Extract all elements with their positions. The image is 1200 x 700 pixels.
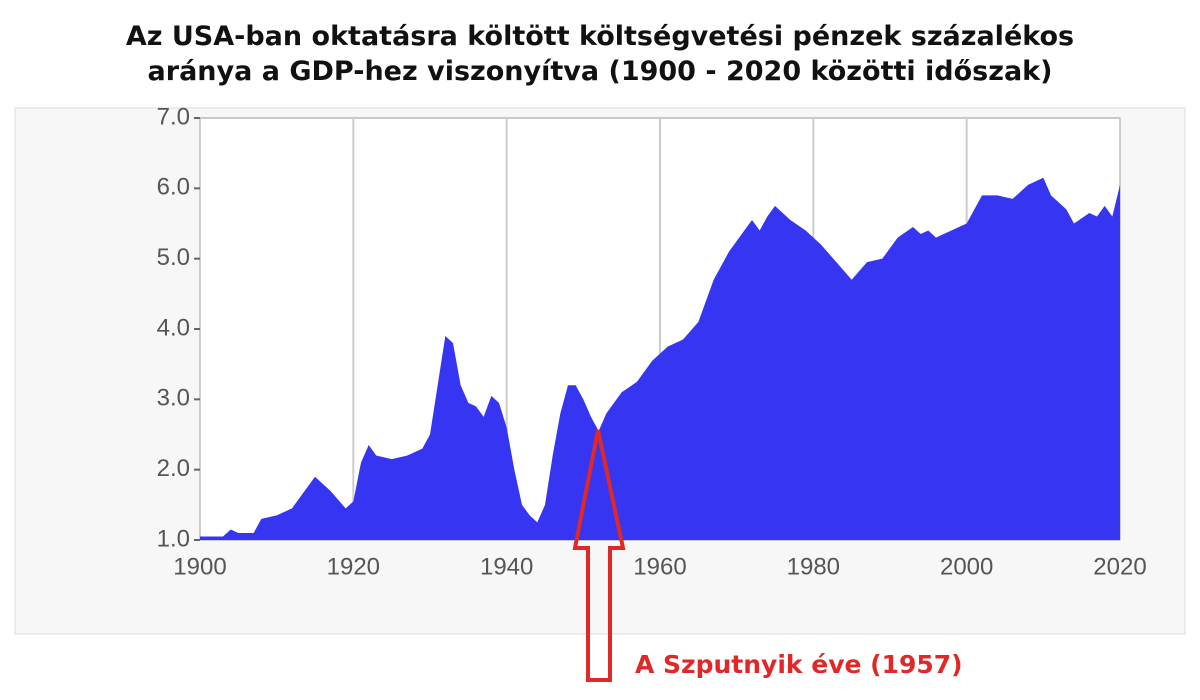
x-tick-label: 1940 [480,553,533,580]
y-tick-label: 4.0 [157,314,190,341]
annotation-arrow [572,429,626,682]
chart-title: aránya a GDP-hez viszonyítva (1900 - 202… [148,56,1053,87]
y-tick-label: 5.0 [157,244,190,271]
y-tick-label: 6.0 [157,174,190,201]
annotation: A Szputnyik éve (1957) [635,650,963,679]
x-tick-label: 1960 [633,553,686,580]
x-tick-label: 2020 [1093,553,1146,580]
chart-title: Az USA-ban oktatásra költött költségveté… [126,21,1074,52]
y-tick-label: 2.0 [157,455,190,482]
y-tick-label: 1.0 [157,525,190,552]
y-tick-label: 7.0 [157,103,190,130]
x-tick-label: 1900 [173,553,226,580]
y-tick-label: 3.0 [157,385,190,412]
x-tick-label: 1920 [327,553,380,580]
area [200,177,1120,541]
x-tick-label: 1980 [787,553,840,580]
x-tick-label: 2000 [940,553,993,580]
